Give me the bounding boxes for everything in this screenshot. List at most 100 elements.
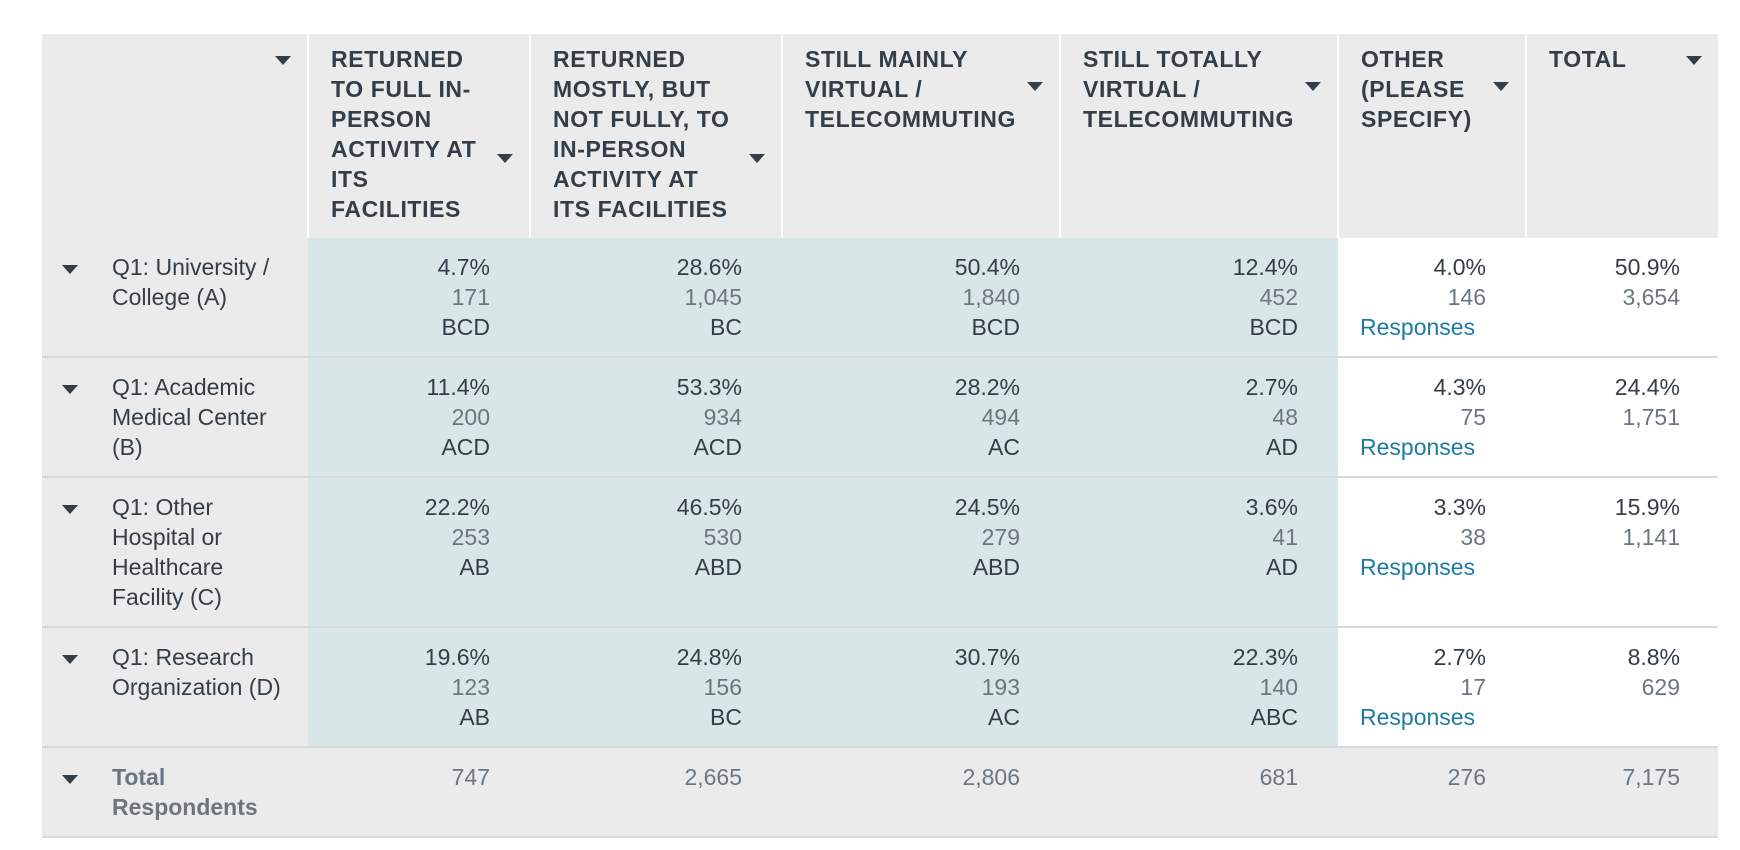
cell-count: 1,045 [684, 284, 742, 310]
cell-percent: 46.5% [676, 494, 742, 520]
total-respondents-row: Total Respondents 747 2,665 2,806 681 27… [42, 747, 1718, 838]
row-header: Q1: Research Organization (D) [42, 627, 308, 748]
column-header-label: TOTAL [1549, 46, 1627, 72]
total-value: 681 [1060, 747, 1338, 838]
cell-count: 17 [1460, 674, 1486, 700]
column-3-chevron-down-icon[interactable] [1027, 82, 1043, 91]
crosstab-table: RETURNED TO FULL IN-PERSON ACTIVITY AT I… [42, 34, 1718, 838]
row-label: Q1: Research Organization (D) [112, 644, 281, 700]
crosstab-table-container: RETURNED TO FULL IN-PERSON ACTIVITY AT I… [42, 34, 1718, 838]
column-header-label: RETURNED TO FULL IN-PERSON ACTIVITY AT I… [331, 46, 477, 222]
cell-count: 3,654 [1622, 284, 1680, 310]
total-respondents-label: Total Respondents [112, 764, 258, 820]
row-chevron-down-icon[interactable] [62, 505, 78, 514]
cell-significance: BCD [1249, 314, 1298, 340]
responses-link[interactable]: Responses [1360, 434, 1476, 460]
cell-count: 934 [703, 404, 742, 430]
cell-significance: ACD [441, 434, 490, 460]
cell-count: 1,751 [1622, 404, 1680, 430]
cell-significance: BC [710, 704, 742, 730]
row-chevron-down-icon[interactable] [62, 775, 78, 784]
table-cell: 28.2% 494 AC [782, 357, 1060, 478]
table-row: Q1: Research Organization (D) 19.6% 123 … [42, 627, 1718, 748]
cell-percent: 3.6% [1245, 494, 1298, 520]
column-header-total: TOTAL [1525, 34, 1718, 238]
cell-count: 156 [703, 674, 742, 700]
cell-count: 140 [1259, 674, 1298, 700]
table-cell: 24.8% 156 BC [530, 627, 782, 748]
column-2-chevron-down-icon[interactable] [749, 154, 765, 163]
table-cell: 11.4% 200 ACD [308, 357, 530, 478]
cell-count: 530 [703, 524, 742, 550]
column-header-4: STILL TOTALLY VIRTUAL / TELECOMMUTING [1059, 34, 1338, 238]
row-chevron-down-icon[interactable] [62, 655, 78, 664]
cell-percent: 22.2% [424, 494, 490, 520]
other-cell: 4.3% 75 Responses [1338, 357, 1526, 478]
table-cell: 19.6% 123 AB [308, 627, 530, 748]
table-cell: 28.6% 1,045 BC [530, 238, 782, 358]
cell-significance: ABC [1250, 704, 1298, 730]
cell-percent: 19.6% [424, 644, 490, 670]
column-1-chevron-down-icon[interactable] [497, 154, 513, 163]
cell-percent: 4.3% [1433, 374, 1486, 400]
cell-percent: 11.4% [426, 374, 490, 400]
column-header-label: RETURNED MOSTLY, BUT NOT FULLY, TO IN-PE… [553, 46, 730, 222]
cell-count: 253 [451, 524, 490, 550]
cell-percent: 15.9% [1614, 494, 1680, 520]
row-header: Total Respondents [42, 747, 308, 838]
table-cell: 2.7% 48 AD [1060, 357, 1338, 478]
column-header-5: OTHER (PLEASE SPECIFY) [1337, 34, 1526, 238]
cell-percent: 2.7% [1433, 644, 1486, 670]
column-4-chevron-down-icon[interactable] [1305, 82, 1321, 91]
responses-link[interactable]: Responses [1360, 554, 1476, 580]
cell-significance: BC [710, 314, 742, 340]
row-header: Q1: University / College (A) [42, 238, 308, 358]
corner-chevron-down-icon[interactable] [275, 56, 291, 65]
cell-count: 193 [981, 674, 1020, 700]
cell-percent: 24.4% [1614, 374, 1680, 400]
cell-significance: AC [988, 704, 1020, 730]
total-cell: 24.4% 1,751 [1526, 357, 1718, 478]
column-total-chevron-down-icon[interactable] [1686, 56, 1702, 65]
cell-percent: 28.6% [676, 254, 742, 280]
cell-significance: AB [459, 554, 490, 580]
header-row: RETURNED TO FULL IN-PERSON ACTIVITY AT I… [42, 34, 1718, 238]
column-header-label: OTHER (PLEASE SPECIFY) [1361, 46, 1472, 132]
table-cell: 4.7% 171 BCD [308, 238, 530, 358]
cell-percent: 53.3% [676, 374, 742, 400]
cell-significance: BCD [441, 314, 490, 340]
cell-significance: BCD [971, 314, 1020, 340]
row-label: Q1: Academic Medical Center (B) [112, 374, 267, 460]
total-value: 7,175 [1526, 747, 1718, 838]
total-value: 2,806 [782, 747, 1060, 838]
row-chevron-down-icon[interactable] [62, 265, 78, 274]
cell-percent: 50.9% [1614, 254, 1680, 280]
column-header-label: STILL MAINLY VIRTUAL / TELECOMMUTING [805, 46, 1016, 132]
row-header-corner [42, 34, 308, 238]
cell-count: 452 [1259, 284, 1298, 310]
column-header-3: STILL MAINLY VIRTUAL / TELECOMMUTING [781, 34, 1060, 238]
column-5-chevron-down-icon[interactable] [1493, 82, 1509, 91]
row-chevron-down-icon[interactable] [62, 385, 78, 394]
column-header-2: RETURNED MOSTLY, BUT NOT FULLY, TO IN-PE… [529, 34, 782, 238]
row-label: Q1: University / College (A) [112, 254, 270, 310]
row-label: Q1: Other Hospital or Healthcare Facilit… [112, 494, 224, 610]
cell-significance: AC [988, 434, 1020, 460]
row-header: Q1: Other Hospital or Healthcare Facilit… [42, 477, 308, 628]
cell-percent: 12.4% [1232, 254, 1298, 280]
cell-significance: AB [459, 704, 490, 730]
cell-percent: 30.7% [954, 644, 1020, 670]
table-cell: 30.7% 193 AC [782, 627, 1060, 748]
responses-link[interactable]: Responses [1360, 704, 1476, 730]
responses-link[interactable]: Responses [1360, 314, 1476, 340]
table-row: Q1: Other Hospital or Healthcare Facilit… [42, 477, 1718, 628]
cell-count: 38 [1460, 524, 1486, 550]
table-cell: 24.5% 279 ABD [782, 477, 1060, 628]
cell-significance: AD [1266, 554, 1298, 580]
cell-count: 494 [981, 404, 1020, 430]
total-cell: 50.9% 3,654 [1526, 238, 1718, 358]
table-row: Q1: Academic Medical Center (B) 11.4% 20… [42, 357, 1718, 478]
total-value: 2,665 [530, 747, 782, 838]
other-cell: 4.0% 146 Responses [1338, 238, 1526, 358]
cell-percent: 3.3% [1433, 494, 1486, 520]
